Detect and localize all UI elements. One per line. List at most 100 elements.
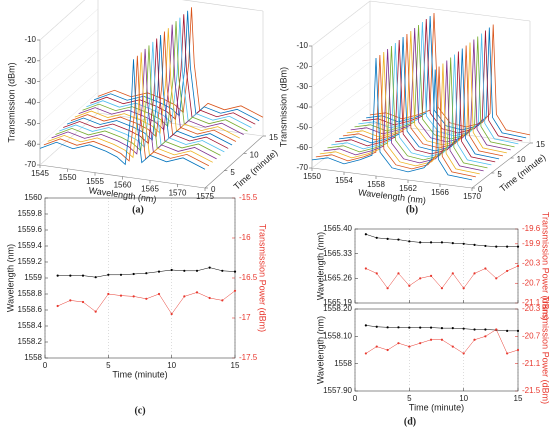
- marker: [440, 241, 444, 244]
- frame-line: [39, 0, 86, 41]
- grid-line: [311, 0, 371, 47]
- z-tick-label: -60: [296, 143, 308, 152]
- x-axis-label: Time (minute): [409, 402, 464, 412]
- grid-line: [39, 50, 99, 103]
- y-tick-label: 1558.10: [323, 331, 352, 340]
- spectrum: [97, 7, 264, 118]
- spectrum: [82, 21, 248, 132]
- y2-axis-label: Transmission Power (dBm): [541, 296, 550, 404]
- grid-line: [311, 61, 371, 108]
- y-axis-label: Wavelength (nm): [5, 244, 15, 312]
- y-tick-label: 1558.20: [323, 304, 352, 313]
- marker: [119, 273, 123, 276]
- marker: [81, 300, 85, 304]
- spectrum: [59, 41, 225, 153]
- y2-tick-label: -21.5: [522, 386, 541, 395]
- marker: [119, 294, 123, 297]
- grid-line: [39, 0, 85, 41]
- marker: [408, 345, 411, 348]
- y-tick-label: 1558.8: [18, 289, 43, 298]
- y2-tick-label: -21.1: [522, 359, 541, 368]
- spectrum: [78, 24, 244, 135]
- y-tick-label: 0: [478, 185, 483, 194]
- x-axis-label: Time (minute): [112, 369, 167, 379]
- series-line: [365, 234, 518, 247]
- marker: [451, 241, 454, 245]
- x-tick-label: 1545: [31, 169, 49, 178]
- z-tick-label: -20: [24, 56, 36, 65]
- marker: [364, 267, 367, 270]
- y2-tick-label: -16.5: [239, 273, 258, 282]
- marker: [221, 269, 224, 272]
- marker: [364, 352, 367, 355]
- marker: [506, 352, 509, 355]
- marker: [495, 245, 498, 248]
- marker: [107, 273, 110, 276]
- y-tick-label: 1560: [24, 193, 42, 202]
- marker: [56, 274, 59, 277]
- x-tick-label: 1554: [335, 176, 353, 185]
- y-tick-label: 15: [536, 140, 545, 149]
- y-tick-label: 1558.4: [18, 321, 43, 330]
- marker: [484, 335, 487, 338]
- y2-axis-label: Transmission Power (dBm): [541, 212, 550, 320]
- y2-tick-label: -15.5: [239, 193, 258, 202]
- marker: [506, 245, 509, 248]
- marker: [221, 299, 224, 302]
- marker: [81, 274, 85, 277]
- z-tick-label: -40: [296, 102, 308, 111]
- marker: [473, 272, 476, 275]
- y-tick-label: 1558: [334, 359, 352, 368]
- marker: [94, 310, 97, 313]
- marker: [397, 326, 400, 329]
- spectrum: [39, 59, 206, 170]
- y2-tick-label: -19.6: [522, 224, 541, 233]
- marker: [195, 291, 199, 294]
- spectrum: [74, 28, 240, 139]
- marker: [94, 276, 97, 279]
- marker: [145, 272, 148, 275]
- marker: [419, 241, 422, 244]
- marker: [495, 277, 498, 280]
- marker: [375, 345, 378, 348]
- grid-line: [39, 91, 99, 145]
- marker: [107, 292, 110, 296]
- marker: [364, 324, 367, 327]
- frame-line: [181, 0, 264, 12]
- marker: [440, 338, 444, 341]
- y-axis: [471, 142, 531, 189]
- marker: [484, 244, 487, 248]
- marker: [386, 237, 389, 240]
- x-tick-label: 5: [407, 394, 412, 403]
- marker: [462, 327, 465, 330]
- marker: [429, 338, 433, 341]
- marker: [69, 299, 72, 302]
- z-tick-label: -70: [296, 163, 308, 172]
- y-tick-label: 1565.26: [323, 273, 352, 282]
- spectrum: [55, 45, 221, 156]
- spectrum: [315, 55, 476, 178]
- z-tick-label: -30: [24, 77, 36, 86]
- grid-line: [311, 122, 371, 169]
- marker: [408, 240, 411, 243]
- x-tick-label: 1562: [399, 184, 417, 193]
- marker: [506, 329, 509, 332]
- x-tick-label: 1560: [114, 181, 132, 190]
- marker: [473, 338, 476, 341]
- marker: [233, 289, 237, 292]
- marker: [208, 266, 211, 269]
- marker: [516, 329, 520, 332]
- z-tick-label: -50: [296, 122, 308, 131]
- y-tick-label: 1559: [24, 273, 42, 282]
- spectrum: [90, 14, 256, 125]
- marker: [157, 270, 161, 273]
- y2-tick-label: -19.9: [522, 239, 541, 248]
- marker: [170, 312, 173, 316]
- spectrum: [327, 46, 488, 169]
- z-axis-label: Transmission (dBm): [6, 62, 16, 142]
- y-tick-label: 1557.90: [323, 386, 352, 395]
- grid-line: [311, 21, 371, 67]
- spectrum: [319, 52, 480, 175]
- panel-label: (d): [404, 416, 416, 427]
- grid-line: [39, 29, 99, 82]
